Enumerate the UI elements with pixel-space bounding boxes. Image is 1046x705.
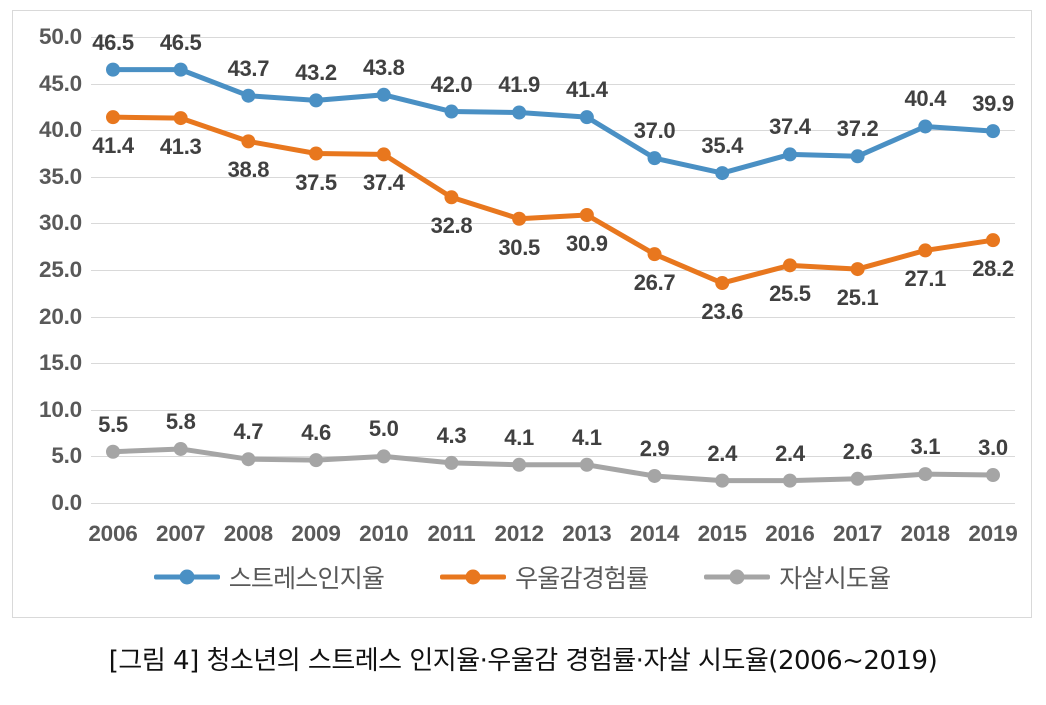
chart-legend: 스트레스인지율 우울감경험률 자살시도율 [13,559,1031,595]
x-tick-label: 2007 [156,521,206,546]
y-tick-label: 5.0 [51,443,82,469]
data-point [444,190,459,205]
plot-area: 0.0 5.0 10.0 15.0 20.0 25.0 30.0 35.0 40.0 45.0 50… [39,24,1018,546]
data-point [918,467,933,482]
data-point [579,208,594,223]
gridline [91,270,1015,271]
y-tick-label: 25.0 [39,257,82,282]
data-point [850,471,865,486]
data-point [173,62,188,77]
data-point [918,243,933,258]
y-tick-label: 20.0 [39,303,82,329]
data-point [241,134,256,149]
y-tick-label: 30.0 [39,210,82,236]
data-point [512,105,527,120]
data-point [106,110,120,125]
data-point [918,119,933,134]
gridline [91,503,1015,504]
data-point [309,93,324,108]
figure-caption: [그림 4] 청소년의 스트레스 인지율·우울감 경험률·자살 시도율(2006… [108,646,938,676]
data-point [106,444,120,459]
legend-item-3[interactable]: 자살시도율 [704,559,891,595]
gridline [91,409,1015,411]
data-point [309,146,324,161]
x-tick-label: 2011 [427,521,476,546]
legend-marker-icon [153,567,220,587]
data-point [647,151,662,166]
data-point [782,258,797,273]
gridline [91,223,1015,225]
data-point [986,233,1000,248]
legend-marker-icon [704,567,771,587]
data-point [512,211,527,226]
y-tick-label: 45.0 [39,70,82,96]
x-tick-label: 2010 [359,521,409,546]
data-point [444,455,459,470]
data-point [241,88,256,103]
y-tick-label: 0.0 [51,490,82,515]
series-1 [106,62,1000,181]
x-tick-label: 2009 [291,521,341,546]
legend-label: 스트레스인지율 [228,564,385,593]
data-point [850,262,865,277]
gridline [91,176,1015,178]
series-line [110,67,996,176]
data-point [444,104,459,119]
data-point [173,441,188,456]
legend-marker-icon [440,567,507,587]
legend-label: 자살시도율 [779,564,891,593]
legend-label: 우울감경험률 [515,564,649,593]
legend-item-2[interactable]: 우울감경험률 [440,559,649,595]
data-point [715,166,730,181]
data-point [986,124,1000,139]
gridline [91,83,1015,85]
gridline [91,363,1015,365]
data-point [579,457,594,472]
series-line [110,446,996,484]
x-tick-label: 2018 [900,521,950,546]
data-point [715,473,730,488]
x-tick-label: 2017 [832,521,883,546]
data-point [512,457,527,472]
x-tick-label: 2016 [765,521,815,546]
data-point [782,473,797,488]
data-point [647,247,662,262]
series-layer [106,62,1000,488]
series-2 [106,110,1000,291]
x-tick-label: 2019 [968,521,1018,546]
data-point [986,468,1000,483]
data-point [782,147,797,162]
data-point [173,111,188,126]
legend-item-1[interactable]: 스트레스인지율 [153,559,385,595]
x-tick-label: 2013 [562,521,612,546]
gridline [91,130,1015,132]
y-tick-label: 10.0 [39,396,82,422]
data-point [241,452,256,467]
x-tick-label: 2014 [629,521,680,546]
y-tick-label: 15.0 [39,350,82,376]
data-point [376,147,391,162]
y-tick-label: 50.0 [39,24,82,49]
data-point [850,149,865,164]
data-point [309,453,324,468]
data-point [715,276,730,291]
series-line [110,114,996,286]
data-point [376,449,391,464]
x-tick-label: 2006 [88,521,138,546]
gridline [91,316,1015,318]
gridline [91,456,1015,458]
gridline [91,37,1015,38]
data-point [647,468,662,483]
data-point [376,87,391,102]
x-tick-label: 2015 [697,521,747,546]
x-tick-label: 2012 [494,521,544,546]
y-tick-label: 35.0 [39,163,82,189]
chart-frame: 0.0 5.0 10.0 15.0 20.0 25.0 30.0 35.0 40.0 45.0 50… [12,10,1032,618]
series-3 [106,441,1000,488]
x-tick-label: 2008 [223,521,274,546]
data-point [106,62,120,77]
y-tick-label: 40.0 [39,117,82,143]
data-point [579,110,594,125]
